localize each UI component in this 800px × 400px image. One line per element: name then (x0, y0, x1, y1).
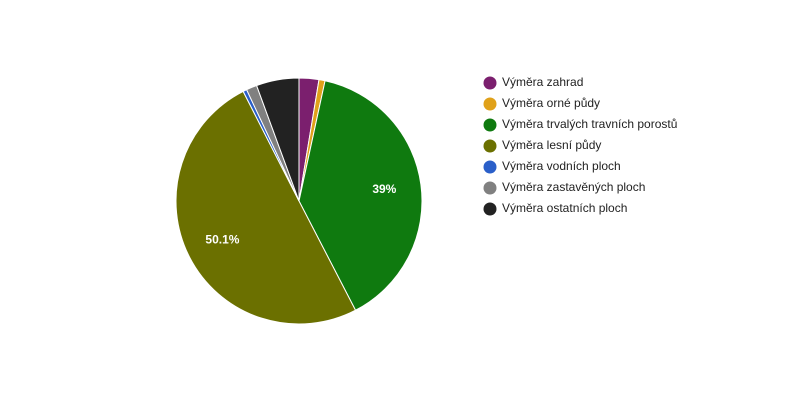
legend-label: Výměra orné půdy (502, 96, 600, 110)
legend-label: Výměra ostatních ploch (502, 201, 627, 215)
legend-marker (483, 76, 497, 90)
legend-label: Výměra trvalých travních porostů (502, 117, 677, 131)
pie-slice (255, 77, 300, 202)
legend-label: Výměra vodních ploch (502, 159, 621, 173)
legend-label: Výměra zastavěných ploch (502, 180, 645, 194)
value-label: 39% (372, 182, 396, 196)
legend-marker (483, 160, 497, 174)
legend-marker (483, 118, 497, 132)
legend-label: Výměra lesní půdy (502, 138, 601, 152)
pie-slice (175, 90, 357, 325)
legend-label: Výměra zahrad (502, 75, 583, 89)
legend-marker (483, 139, 497, 153)
legend-marker (483, 202, 497, 216)
legend-marker (483, 97, 497, 111)
pie-slice (298, 80, 423, 311)
legend-marker (483, 181, 497, 195)
value-label: 50.1% (205, 233, 239, 247)
